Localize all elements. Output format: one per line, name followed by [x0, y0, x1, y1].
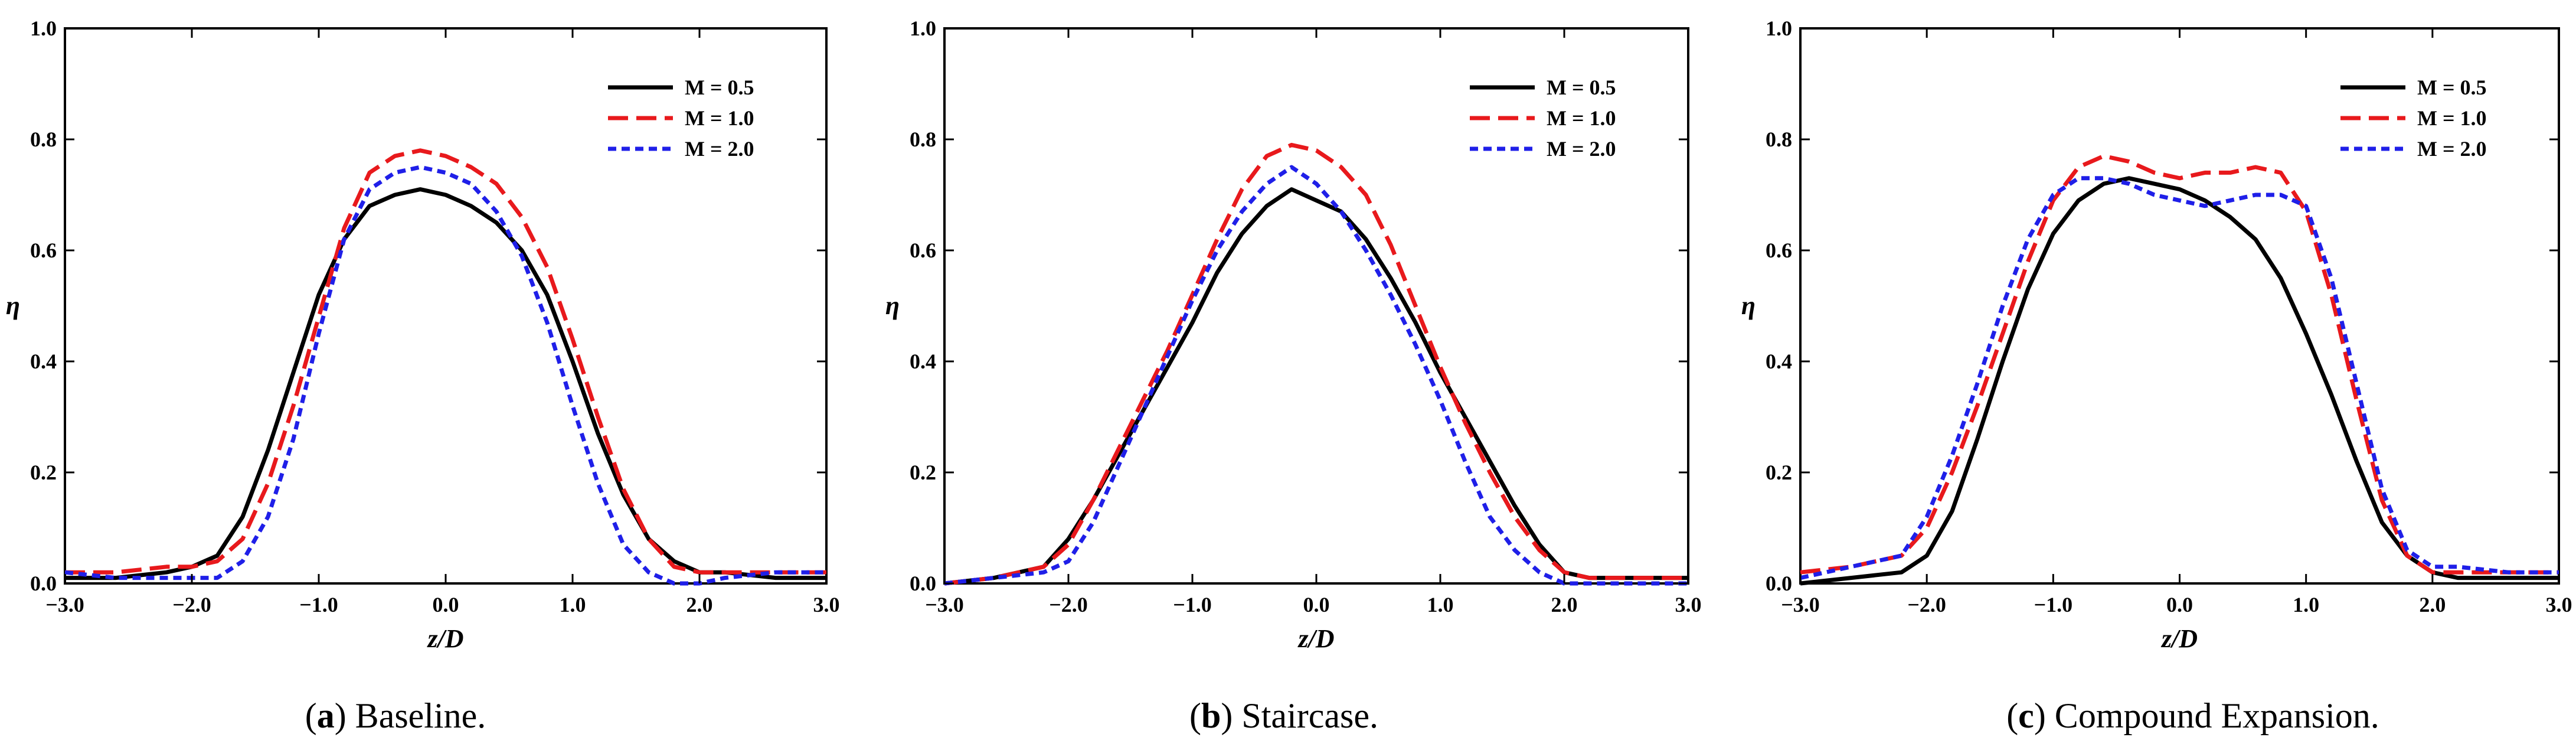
x-tick-label: −1.0	[2034, 593, 2073, 616]
x-tick-label: −2.0	[172, 593, 211, 616]
x-axis-label: z/D	[2160, 624, 2198, 653]
legend-label: M = 0.5	[2417, 76, 2487, 99]
x-tick-label: 3.0	[2546, 593, 2572, 616]
x-tick-label: −3.0	[45, 593, 84, 616]
y-tick-label: 0.2	[910, 461, 936, 484]
chart-panel-b: −3.0 −2.0 −1.0 0.0 1.0 2.0 3.0 0.0 0.2 0.4 0.6 0.8 1…	[885, 17, 1702, 735]
x-tick-label: −2.0	[1049, 593, 1088, 616]
chart-panel-a: −3.0 −2.0 −1.0 0.0 1.0 2.0 3.0 0.0 0.2 0.4 0.6 0.8 1…	[6, 17, 840, 735]
x-axis-label: z/D	[426, 624, 463, 653]
x-tick-label: −3.0	[925, 593, 964, 616]
legend-label: M = 1.0	[2417, 106, 2487, 130]
y-tick-label: 1.0	[30, 17, 57, 40]
legend-label: M = 0.5	[1547, 76, 1616, 99]
y-tick-label: 0.8	[1766, 128, 1792, 151]
series-line	[944, 142, 1688, 586]
x-tick-label: −2.0	[1907, 593, 1946, 616]
panel-caption: (b) Staircase.	[1189, 696, 1378, 735]
y-tick-label: 0.2	[30, 461, 57, 484]
y-tick-label: 0.4	[910, 350, 936, 373]
y-tick-label: 0.6	[30, 239, 57, 262]
series-line	[64, 165, 826, 586]
y-tick-label: 0.0	[910, 572, 936, 595]
panel-caption: (a) Baseline.	[305, 696, 486, 735]
series-line	[944, 165, 1688, 586]
x-tick-label: 3.0	[1675, 593, 1702, 616]
x-tick-label: 3.0	[813, 593, 840, 616]
x-tick-label: 0.0	[1303, 593, 1330, 616]
chart-panel-c: −3.0 −2.0 −1.0 0.0 1.0 2.0 3.0 0.0 0.2 0.4 0.6 0.8 1…	[1741, 17, 2572, 735]
legend-label: M = 1.0	[685, 106, 754, 130]
x-tick-label: −1.0	[1173, 593, 1212, 616]
y-tick-label: 1.0	[1766, 17, 1792, 40]
legend-label: M = 2.0	[1547, 137, 1616, 161]
y-tick-label: 0.8	[30, 128, 57, 151]
series-line	[65, 148, 826, 575]
legend-label: M = 0.5	[685, 76, 754, 99]
y-tick-label: 0.6	[1766, 239, 1792, 262]
y-tick-label: 1.0	[910, 17, 936, 40]
x-tick-label: 1.0	[1427, 593, 1454, 616]
series-line	[1800, 154, 2559, 575]
legend-label: M = 2.0	[685, 137, 754, 161]
x-axis-label: z/D	[1297, 624, 1334, 653]
series-line	[65, 187, 826, 580]
x-tick-label: 2.0	[687, 593, 713, 616]
x-tick-label: 1.0	[560, 593, 586, 616]
legend-label: M = 1.0	[1547, 106, 1616, 130]
x-tick-label: 2.0	[2419, 593, 2446, 616]
x-tick-label: −1.0	[299, 593, 338, 616]
y-tick-label: 0.4	[1766, 350, 1792, 373]
series-line	[1800, 176, 2559, 580]
y-tick-label: 0.0	[1766, 572, 1792, 595]
y-axis-label: η	[1741, 291, 1756, 320]
x-tick-label: 1.0	[2293, 593, 2319, 616]
y-axis-label: η	[6, 291, 20, 320]
y-tick-label: 0.2	[1766, 461, 1792, 484]
panel-caption: (c) Compound Expansion.	[2006, 696, 2379, 735]
y-tick-label: 0.8	[910, 128, 936, 151]
legend-label: M = 2.0	[2417, 137, 2487, 161]
x-tick-label: 0.0	[2166, 593, 2193, 616]
x-tick-label: 0.0	[433, 593, 459, 616]
series-line	[1800, 176, 2559, 586]
x-tick-label: −3.0	[1781, 593, 1820, 616]
y-tick-label: 0.4	[30, 350, 57, 373]
y-tick-label: 0.6	[910, 239, 936, 262]
series-line	[944, 187, 1688, 586]
x-tick-label: 2.0	[1551, 593, 1578, 616]
y-axis-label: η	[885, 291, 900, 320]
y-tick-label: 0.0	[30, 572, 57, 595]
